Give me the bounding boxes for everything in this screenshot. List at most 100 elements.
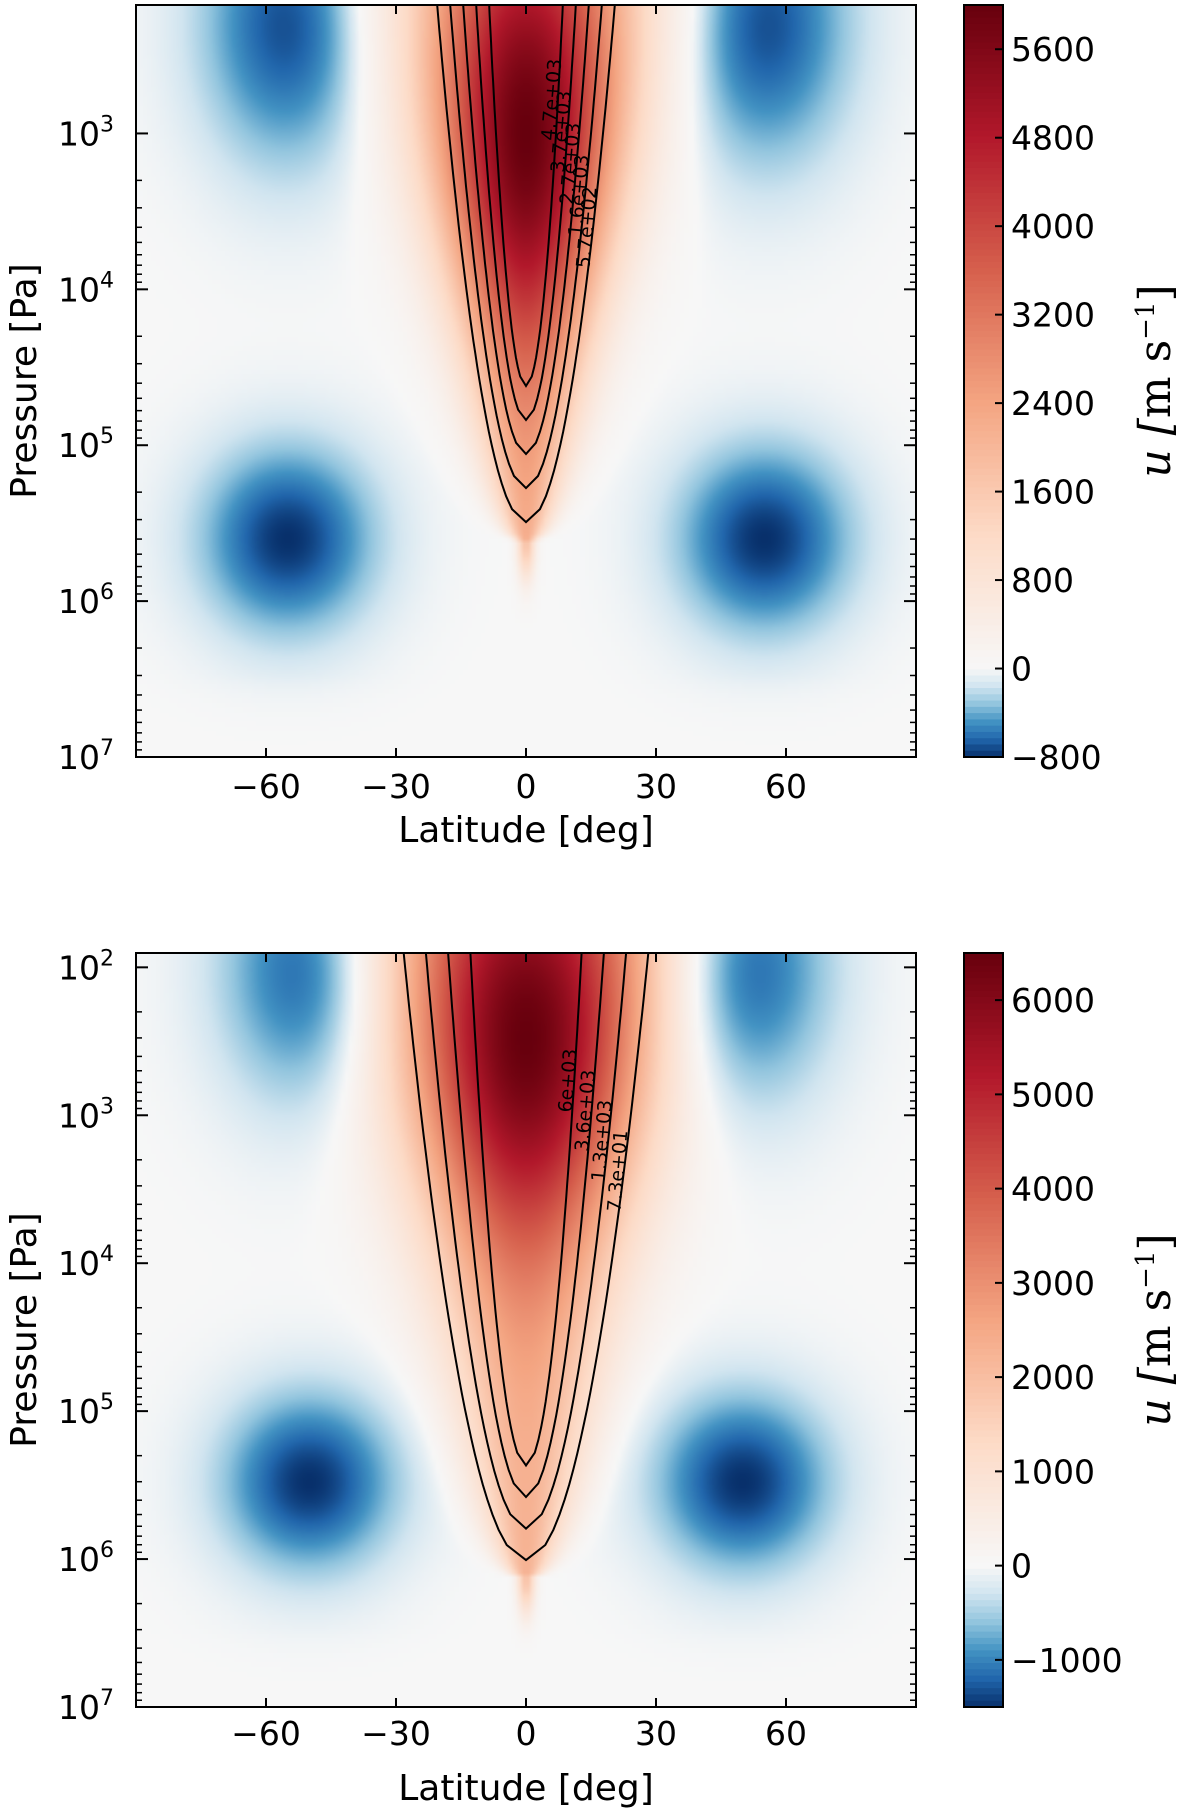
colorbar-swatch: [964, 725, 1003, 733]
colorbar-swatch: [964, 186, 1003, 194]
y-tick-label: 106: [58, 1538, 114, 1579]
heatmap-field: [136, 953, 916, 1707]
colorbar-swatch: [964, 193, 1003, 200]
contour-lines: 6e+033.6e+031.3e+037.3e+01: [402, 952, 650, 1562]
colorbar-tick-label: 1000: [1011, 1452, 1095, 1491]
colorbar-swatch: [964, 1179, 1003, 1187]
colorbar-swatch: [964, 1279, 1003, 1287]
colorbar-swatch: [964, 1015, 1003, 1023]
colorbar-swatch: [964, 663, 1003, 670]
colorbar-swatch: [964, 1022, 1003, 1029]
colorbar-swatch: [964, 1644, 1003, 1652]
colorbar-swatch: [964, 462, 1003, 470]
colorbar-swatch: [964, 387, 1003, 395]
colorbar-swatch: [964, 719, 1003, 727]
colorbar-swatch: [964, 1619, 1003, 1626]
colorbar-swatch: [964, 744, 1003, 752]
colorbar-swatch: [964, 1663, 1003, 1670]
colorbar-swatch: [964, 1681, 1003, 1689]
colorbar-swatch: [964, 1204, 1003, 1212]
colorbar-swatch: [964, 1267, 1003, 1275]
colorbar-swatch: [964, 1518, 1003, 1526]
colorbar-swatch: [964, 706, 1003, 714]
colorbar-swatch: [964, 449, 1003, 457]
colorbar-swatch: [964, 1455, 1003, 1463]
colorbar-tick-label: 800: [1011, 561, 1074, 600]
colorbar-swatch: [964, 700, 1003, 708]
colorbar-swatch: [964, 174, 1003, 182]
colorbar-swatch: [964, 180, 1003, 188]
colorbar-swatch: [964, 984, 1003, 992]
colorbar-swatch: [964, 318, 1003, 326]
colorbar-swatch: [964, 1537, 1003, 1545]
colorbar-swatch: [964, 1650, 1003, 1658]
colorbar-swatch: [964, 30, 1003, 37]
colorbar-swatch: [964, 1373, 1003, 1381]
colorbar-swatch: [964, 996, 1003, 1004]
contour-line-0: [469, 952, 583, 1468]
colorbar-swatch: [964, 142, 1003, 150]
colorbar-swatch: [964, 619, 1003, 626]
x-tick-label: 30: [635, 1714, 677, 1753]
colorbar-swatch: [964, 1688, 1003, 1696]
colorbar-swatch: [964, 1386, 1003, 1394]
colorbar-swatch: [964, 625, 1003, 633]
colorbar-swatch: [964, 23, 1003, 31]
y-tick-label: 107: [58, 1686, 114, 1727]
y-axis-label: Pressure [Pa]: [4, 263, 45, 498]
colorbar-tick-label: 3000: [1011, 1264, 1095, 1303]
colorbar-swatch: [964, 644, 1003, 652]
x-tick-label: −30: [361, 767, 431, 806]
colorbar-swatch: [964, 713, 1003, 720]
colorbar-swatch: [964, 1248, 1003, 1256]
y-tick-label: 103: [58, 112, 114, 153]
colorbar-swatch: [964, 1637, 1003, 1645]
colorbar-swatch: [964, 512, 1003, 520]
x-tick-label: −60: [231, 1714, 301, 1753]
contour-line-3: [402, 952, 650, 1562]
colorbar-swatch: [964, 1160, 1003, 1168]
colorbar-swatch: [964, 61, 1003, 69]
colorbar-swatch: [964, 1587, 1003, 1595]
colorbar-swatch: [964, 1355, 1003, 1363]
colorbar-swatch: [964, 1405, 1003, 1413]
colorbar-swatch: [964, 36, 1003, 44]
colorbar-swatch: [964, 1147, 1003, 1155]
colorbar-swatch: [964, 688, 1003, 695]
colorbar-swatch: [964, 17, 1003, 25]
colorbar-swatch: [964, 1110, 1003, 1117]
colorbar-swatch: [964, 111, 1003, 119]
colorbar-swatch: [964, 261, 1003, 269]
colorbar-swatch: [964, 224, 1003, 232]
colorbar-swatch: [964, 1499, 1003, 1507]
colorbar-swatch: [964, 550, 1003, 558]
colorbar-tick-label: 0: [1011, 1547, 1032, 1586]
colorbar-swatch: [964, 1298, 1003, 1306]
colorbar-swatch: [964, 330, 1003, 338]
colorbar-tick-label: −1000: [1011, 1641, 1123, 1680]
colorbar-swatch: [964, 1443, 1003, 1450]
colorbar-swatch: [964, 1323, 1003, 1331]
colorbar-swatch: [964, 243, 1003, 250]
colorbar-swatch: [964, 1562, 1003, 1570]
colorbar-swatch: [964, 362, 1003, 370]
colorbar-label: u [m s−1]: [1130, 1233, 1181, 1426]
colorbar-swatch: [964, 374, 1003, 382]
colorbar-swatch: [964, 1235, 1003, 1243]
colorbar-swatch: [964, 211, 1003, 219]
colorbar-swatch: [964, 1581, 1003, 1589]
colorbar-swatch: [964, 399, 1003, 407]
colorbar-swatch: [964, 1223, 1003, 1231]
colorbar-swatch: [964, 73, 1003, 81]
colorbar-swatch: [964, 518, 1003, 526]
colorbar-tick-label: −800: [1011, 738, 1102, 777]
x-tick-label: 30: [635, 767, 677, 806]
colorbar-swatch: [964, 268, 1003, 276]
colorbar-swatch: [964, 556, 1003, 564]
colorbar-swatch: [964, 230, 1003, 238]
colorbar-swatch: [964, 1531, 1003, 1538]
colorbar-swatch: [964, 1091, 1003, 1099]
colorbar-swatch: [964, 1330, 1003, 1337]
colorbar-swatch: [964, 105, 1003, 113]
y-tick-label: 105: [58, 424, 114, 465]
